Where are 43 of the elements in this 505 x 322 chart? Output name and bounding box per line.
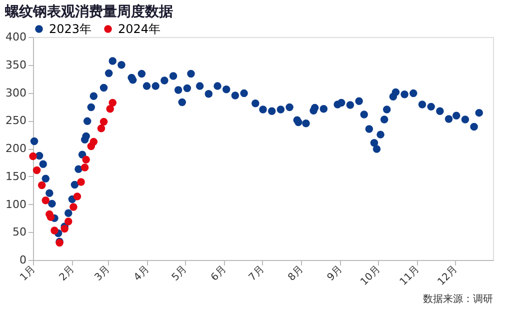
x-tick-label: 5月 bbox=[170, 264, 190, 284]
point bbox=[82, 156, 90, 164]
x-tick-label: 11月 bbox=[398, 264, 422, 288]
point bbox=[64, 218, 72, 226]
point bbox=[70, 203, 78, 211]
point bbox=[29, 152, 37, 160]
y-tick-label: 400 bbox=[6, 30, 26, 44]
y-tick-label: 150 bbox=[6, 170, 26, 183]
y-tick-label: 300 bbox=[6, 86, 26, 100]
x-tick-label: 8月 bbox=[286, 264, 306, 284]
y-tick-label: 50 bbox=[12, 226, 26, 239]
point bbox=[60, 224, 68, 233]
point bbox=[108, 98, 116, 107]
y-tick-label: 0 bbox=[20, 254, 26, 266]
y-tick-label: 100 bbox=[6, 198, 26, 211]
point bbox=[80, 164, 89, 172]
point bbox=[38, 181, 46, 190]
point bbox=[97, 124, 106, 132]
x-tick-label: 1月 bbox=[18, 264, 38, 284]
y-tick-label: 250 bbox=[6, 114, 26, 128]
point bbox=[90, 138, 98, 146]
x-tick-label: 6月 bbox=[209, 264, 229, 284]
x-tick-label: 12月 bbox=[436, 264, 460, 288]
point bbox=[32, 166, 41, 174]
legend-label: 2024年 bbox=[118, 22, 161, 36]
x-tick-label: 7月 bbox=[247, 264, 266, 284]
chart-title: 螺纹钢表观消费量周度数据 bbox=[4, 3, 174, 20]
point bbox=[106, 105, 114, 113]
y-tick-label: 350 bbox=[6, 58, 26, 72]
x-tick-label: 10月 bbox=[358, 264, 383, 288]
y-tick-label: 200 bbox=[6, 142, 26, 155]
point bbox=[50, 226, 58, 234]
point bbox=[73, 192, 82, 200]
point bbox=[100, 118, 108, 126]
point bbox=[42, 196, 50, 204]
point bbox=[77, 178, 85, 186]
source-note: 数据来源：调研 bbox=[423, 293, 493, 305]
point bbox=[46, 213, 55, 221]
x-tick-label: 4月 bbox=[132, 264, 152, 284]
x-tick-label: 3月 bbox=[92, 264, 112, 284]
legend-label: 2023年 bbox=[49, 22, 92, 36]
x-tick-label: 2月 bbox=[58, 264, 77, 284]
x-tick-label: 9月 bbox=[325, 264, 345, 284]
